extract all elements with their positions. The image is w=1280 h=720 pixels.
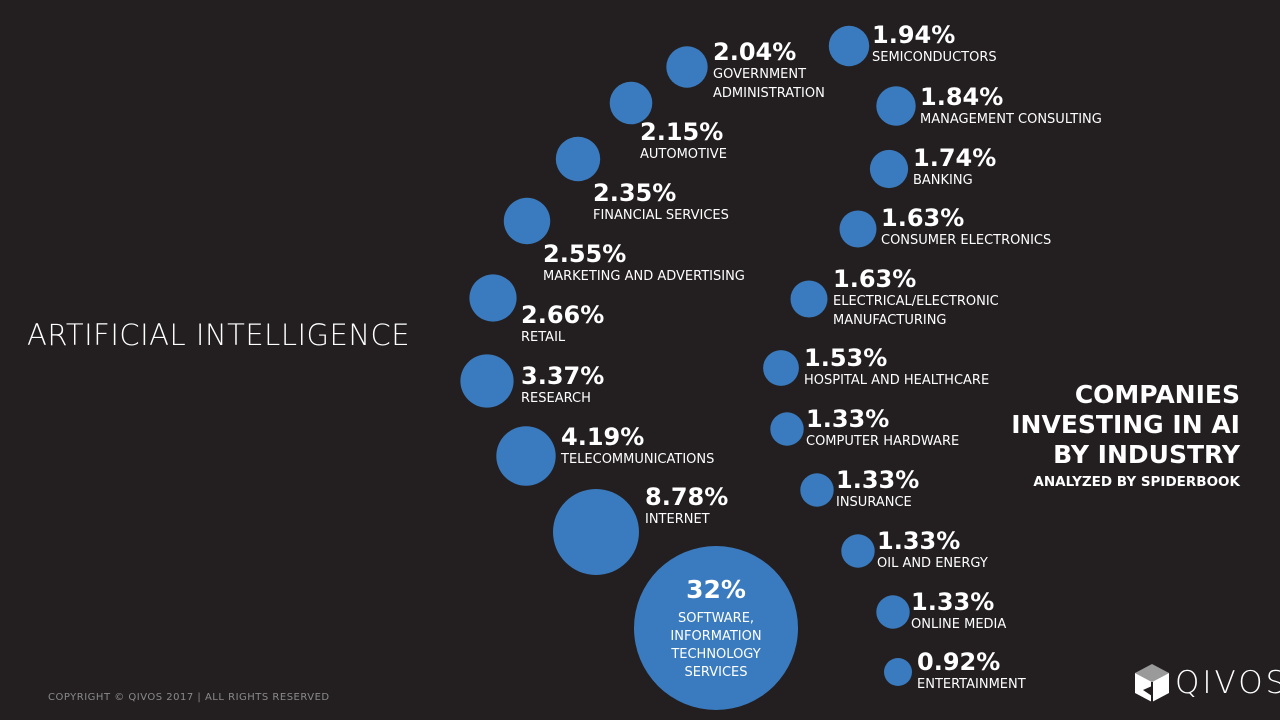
logo-text: QIVOS	[1175, 665, 1280, 701]
value-label: 0.92%	[917, 648, 1001, 676]
category-label: HOSPITAL AND HEALTHCARE	[804, 373, 990, 388]
bubble-oil-and-energy	[841, 534, 875, 568]
value-label: 1.63%	[881, 204, 965, 232]
category-label: INSURANCE	[836, 495, 912, 510]
chart-title-line: BY INDUSTRY	[1053, 440, 1240, 469]
category-label: COMPUTER HARDWARE	[806, 434, 960, 449]
bubble-label: 8.78% INTERNET	[645, 484, 728, 529]
value-label: 1.84%	[920, 83, 1004, 111]
category-label: SOFTWARE,	[677, 611, 755, 626]
value-label: 1.33%	[877, 527, 961, 555]
bubble-research	[460, 354, 514, 408]
bubble-label: 1.33% OIL AND ENERGY	[877, 528, 988, 573]
cube-icon	[1135, 664, 1169, 702]
bubble-hospital-and-healthcare	[763, 350, 799, 386]
value-label: 2.66%	[521, 301, 605, 329]
value-label: 2.35%	[593, 179, 677, 207]
bubble-label: 2.15% AUTOMOTIVE	[640, 119, 727, 164]
bubble-label: 2.66% RETAIL	[521, 302, 604, 347]
bubble-consumer-electronics	[839, 210, 877, 248]
bubble-label: 2.04% GOVERNMENT ADMINISTRATION	[713, 39, 825, 103]
category-label: INFORMATION	[670, 629, 762, 644]
bubble-label: 4.19% TELECOMMUNICATIONS	[561, 424, 714, 469]
category-label: GOVERNMENT	[713, 67, 807, 82]
bubble-label: 1.63% CONSUMER ELECTRONICS	[881, 205, 1051, 250]
category-label: RETAIL	[521, 330, 566, 345]
bubble-semiconductors	[828, 25, 870, 67]
bubble-software-information-technology-services	[634, 546, 798, 710]
bubble-entertainment	[884, 658, 912, 686]
bubble-label: 1.33% COMPUTER HARDWARE	[806, 406, 959, 451]
bubble-telecommunications	[496, 426, 556, 486]
category-label: MANAGEMENT CONSULTING	[920, 112, 1102, 127]
bubble-label: 0.92% ENTERTAINMENT	[917, 649, 1026, 694]
bubble-label: 1.53% HOSPITAL AND HEALTHCARE	[804, 345, 989, 390]
bubble-label: 2.55% MARKETING AND ADVERTISING	[543, 241, 745, 286]
chart-title: COMPANIES INVESTING IN AI BY INDUSTRY AN…	[1011, 380, 1240, 490]
category-label: MANUFACTURING	[833, 313, 947, 328]
category-label: ONLINE MEDIA	[911, 617, 1007, 632]
value-label: 2.55%	[543, 240, 627, 268]
value-label: 1.74%	[913, 144, 997, 172]
chart-title-line: INVESTING IN AI	[1011, 410, 1240, 439]
value-label: 3.37%	[521, 362, 605, 390]
chart-subtitle: ANALYZED BY SPIDERBOOK	[1033, 474, 1240, 490]
category-label: AUTOMOTIVE	[640, 147, 727, 162]
category-label: ENTERTAINMENT	[917, 677, 1026, 692]
copyright-text: COPYRIGHT © QIVOS 2017 | ALL RIGHTS RESE…	[48, 692, 330, 703]
subject-heading: ARTIFICIAL INTELLIGENCE	[27, 318, 411, 352]
bubble-banking	[869, 149, 909, 189]
category-label: CONSUMER ELECTRONICS	[881, 233, 1052, 248]
bubble-financial-services	[555, 136, 601, 182]
bubble-label: 1.33% ONLINE MEDIA	[911, 589, 1006, 634]
bubble-label: 1.84% MANAGEMENT CONSULTING	[920, 84, 1102, 129]
bubble-label: 2.35% FINANCIAL SERVICES	[593, 180, 729, 225]
category-label: TECHNOLOGY	[671, 647, 761, 662]
category-label: INTERNET	[645, 512, 710, 527]
bubble-electrical-electronic-manufacturing	[790, 280, 828, 318]
category-label: ADMINISTRATION	[713, 86, 825, 101]
bubble-label: 1.94% SEMICONDUCTORS	[872, 22, 997, 67]
category-label: FINANCIAL SERVICES	[593, 208, 729, 223]
value-label: 1.53%	[804, 344, 888, 372]
bubble-internet	[553, 489, 639, 575]
bubble-government-administration	[666, 46, 708, 88]
qivos-logo: QIVOS	[1133, 662, 1280, 704]
bubble-management-consulting	[876, 86, 916, 126]
category-label: SERVICES	[684, 665, 748, 680]
bubble-label: 1.33% INSURANCE	[836, 467, 919, 512]
bubble-label: 1.74% BANKING	[913, 145, 996, 190]
bubble-retail	[469, 274, 517, 322]
category-label: MARKETING AND ADVERTISING	[543, 269, 745, 284]
category-label: SEMICONDUCTORS	[872, 50, 997, 65]
value-label: 2.04%	[713, 38, 797, 66]
bubble-label: 3.37% RESEARCH	[521, 363, 604, 408]
value-label: 1.94%	[872, 21, 956, 49]
category-label: TELECOMMUNICATIONS	[561, 452, 715, 467]
value-label: 1.63%	[833, 265, 917, 293]
value-label: 8.78%	[645, 483, 729, 511]
category-label: BANKING	[913, 173, 973, 188]
bubble-computer-hardware	[770, 412, 804, 446]
bubble-online-media	[876, 595, 910, 629]
bubble-insurance	[800, 473, 834, 507]
category-label: ELECTRICAL/ELECTRONIC	[833, 294, 999, 309]
value-label: 1.33%	[911, 588, 995, 616]
value-label: 2.15%	[640, 118, 724, 146]
value-label: 32%	[686, 575, 746, 604]
bubble-marketing-and-advertising	[503, 197, 551, 245]
category-label: OIL AND ENERGY	[877, 556, 988, 571]
category-label: RESEARCH	[521, 391, 591, 406]
value-label: 1.33%	[806, 405, 890, 433]
value-label: 4.19%	[561, 423, 645, 451]
value-label: 1.33%	[836, 466, 920, 494]
chart-title-line: COMPANIES	[1074, 380, 1240, 409]
center-bubble-label: 32% SOFTWARE, INFORMATION TECHNOLOGY SERVICE…	[641, 576, 791, 682]
bubble-label: 1.63% ELECTRICAL/ELECTRONIC MANUFACTURING	[833, 266, 999, 330]
bubble-automotive	[609, 81, 653, 125]
